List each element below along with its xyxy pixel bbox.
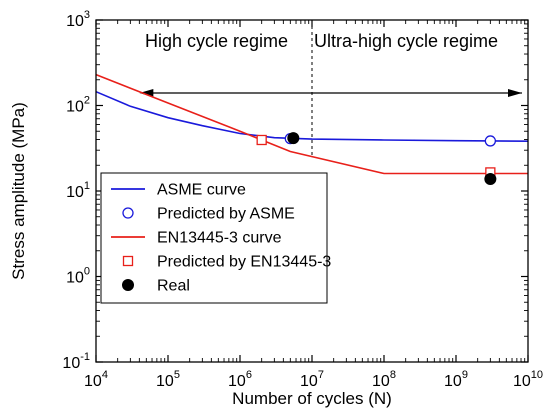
y-tick-label: 101 bbox=[66, 180, 90, 201]
legend-entry-predicted-by-en13445-3: Predicted by EN13445-3 bbox=[122, 254, 331, 271]
regime-arrow-right-head bbox=[508, 89, 522, 98]
y-tick-label: 10-1 bbox=[62, 351, 90, 372]
legend-entry-en13445-3-curve: EN13445-3 curve bbox=[111, 230, 282, 247]
legend-entry-predicted-by-asme: Predicted by ASME bbox=[122, 206, 295, 223]
legend-box bbox=[100, 172, 328, 304]
legend: ASME curve Predicted by ASME EN13445-3 cur… bbox=[100, 172, 331, 304]
ultra-high-cycle-regime-label: Ultra-high cycle regime bbox=[314, 31, 498, 51]
series-real bbox=[287, 132, 497, 186]
legend-entry-asme-curve: ASME curve bbox=[111, 182, 246, 199]
y-tick-label: 103 bbox=[66, 9, 90, 30]
x-tick-label: 104 bbox=[84, 369, 108, 390]
marker-legend-swatch bbox=[122, 207, 134, 219]
legend-label: EN13445-3 curve bbox=[157, 230, 282, 247]
legend-label: Predicted by EN13445-3 bbox=[157, 254, 331, 271]
regime-annotations: High cycle regime Ultra-high cycle regim… bbox=[139, 20, 522, 157]
legend-label: ASME curve bbox=[157, 182, 246, 199]
x-tick-label: 105 bbox=[156, 369, 180, 390]
x-tick-label: 1010 bbox=[513, 369, 543, 390]
y-axis-title: Stress amplitude (MPa) bbox=[9, 102, 28, 280]
x-tick-label: 108 bbox=[372, 369, 396, 390]
x-tick-label: 107 bbox=[300, 369, 324, 390]
legend-entry-real: Real bbox=[122, 278, 190, 295]
x-axis-title: Number of cycles (N) bbox=[232, 389, 392, 408]
marker-predicted-by-en13445-3 bbox=[256, 134, 267, 146]
y-tick-label: 102 bbox=[66, 95, 90, 116]
x-tick-label: 109 bbox=[444, 369, 468, 390]
axis-ticks: 104 105 106 107 108 109 1010 10-1 100 101 102 103 bbox=[62, 9, 543, 390]
marker-predicted-by-asme bbox=[484, 135, 497, 147]
series-layer bbox=[95, 73, 529, 186]
legend-label: Real bbox=[157, 278, 190, 295]
y-tick-label: 100 bbox=[66, 266, 90, 287]
marker-legend-swatch bbox=[122, 255, 134, 267]
high-cycle-regime-label: High cycle regime bbox=[145, 31, 288, 51]
marker-legend-swatch bbox=[122, 279, 134, 291]
marker-real bbox=[287, 132, 300, 145]
legend-label: Predicted by ASME bbox=[157, 206, 295, 223]
marker-real bbox=[484, 173, 497, 186]
x-tick-label: 106 bbox=[228, 369, 252, 390]
